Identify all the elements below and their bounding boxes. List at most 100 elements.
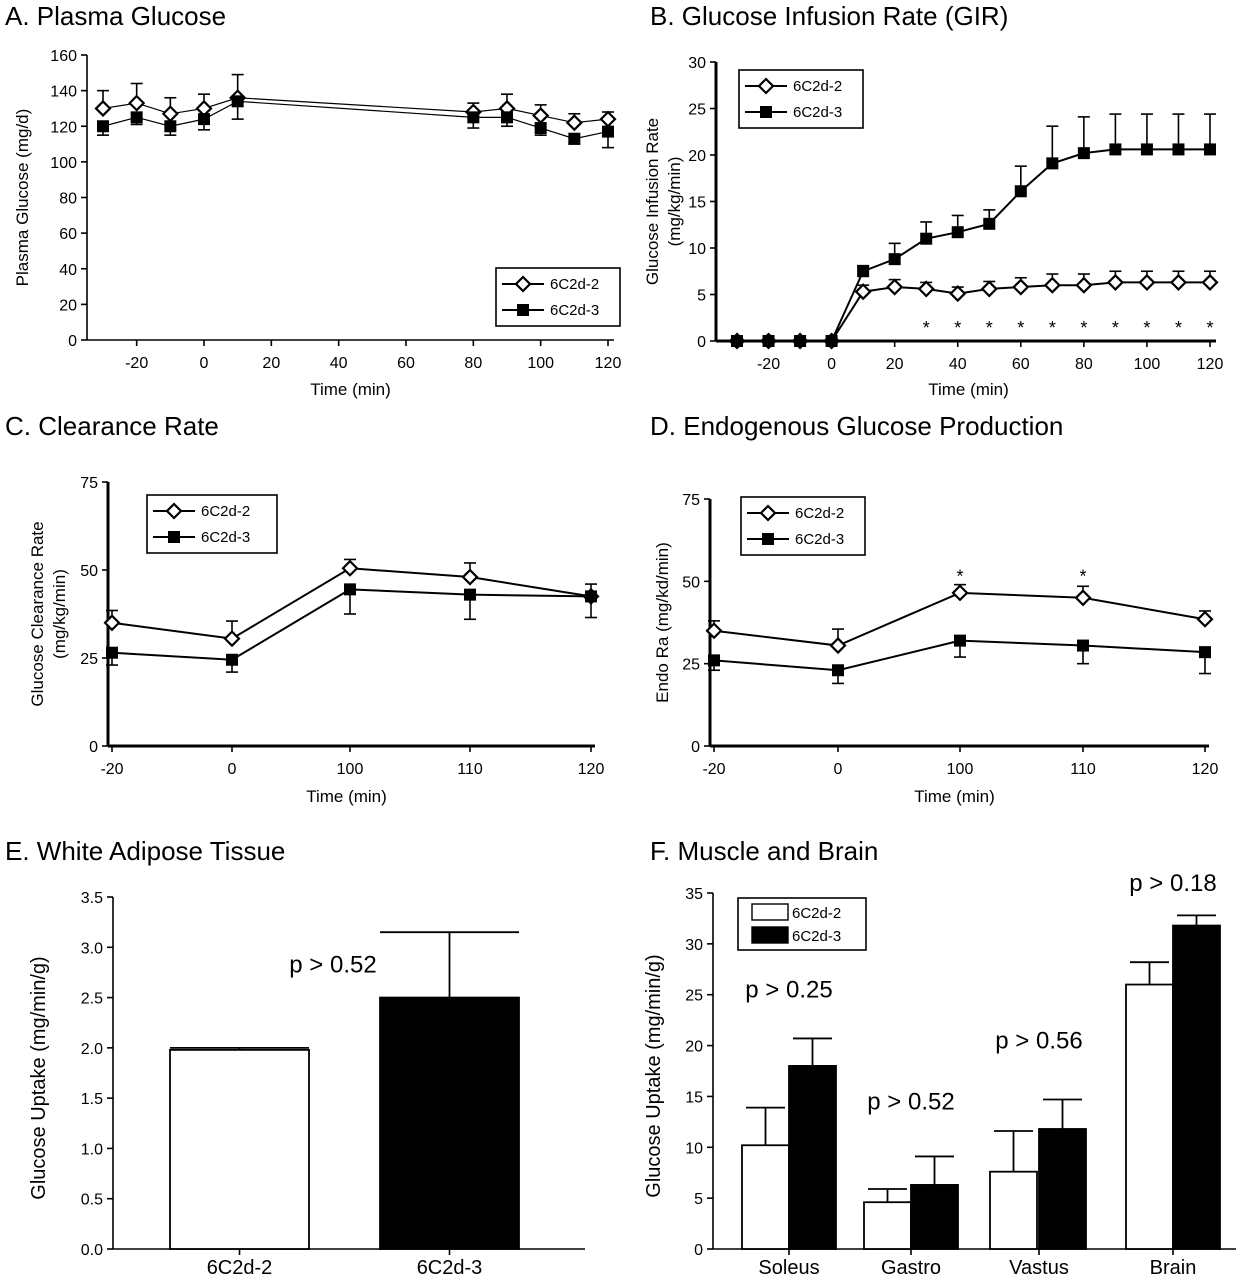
bar xyxy=(1172,924,1221,1250)
x-tick-label: -20 xyxy=(100,761,123,778)
data-point xyxy=(705,622,723,640)
data-point xyxy=(461,568,479,586)
x-tick-label: 0 xyxy=(834,761,843,778)
error-bar xyxy=(868,1188,907,1203)
x-tick-label: 0 xyxy=(827,356,836,373)
data-point xyxy=(599,110,617,128)
bar xyxy=(1125,983,1174,1250)
x-tick-label: 110 xyxy=(1070,761,1096,778)
x-tick-label: 80 xyxy=(1075,356,1093,373)
legend-label: 6C2d-3 xyxy=(201,529,250,546)
data-point xyxy=(731,335,743,347)
y-tick-label: 15 xyxy=(685,1089,703,1106)
y-tick-label: 20 xyxy=(685,1039,703,1056)
series-line xyxy=(102,97,609,124)
y-tick-label: 0 xyxy=(697,334,706,351)
data-point xyxy=(565,114,583,132)
x-tick-label: -20 xyxy=(702,761,725,778)
y-tick-label: 3.0 xyxy=(81,940,103,957)
legend-box xyxy=(495,267,621,327)
data-point xyxy=(1077,147,1090,160)
x-tick-label: Vastus xyxy=(1009,1257,1069,1279)
x-tick-label: 60 xyxy=(397,355,415,372)
x-tick-label: 20 xyxy=(886,356,904,373)
significance-marker: * xyxy=(1049,318,1056,338)
data-point xyxy=(94,99,112,117)
x-tick-label: 20 xyxy=(262,355,280,372)
legend-item: 6C2d-3 xyxy=(747,531,844,548)
bar xyxy=(1038,1128,1087,1250)
data-point xyxy=(130,111,143,124)
y-tick-label: 25 xyxy=(682,657,700,674)
data-point xyxy=(762,335,775,347)
data-point xyxy=(1074,589,1092,607)
y-tick-label: 120 xyxy=(50,119,77,136)
series-2 xyxy=(97,95,614,149)
p-value-label: p > 0.18 xyxy=(1129,870,1216,897)
data-point xyxy=(1140,143,1153,156)
significance-marker: * xyxy=(923,318,930,338)
data-point xyxy=(532,107,550,125)
y-tick-label: 10 xyxy=(688,241,706,258)
y-axis-label: (mg/kg/min) xyxy=(665,157,684,247)
y-tick-label: 1.0 xyxy=(81,1141,103,1158)
legend: 6C2d-2 6C2d-3 xyxy=(495,267,621,327)
error-bar xyxy=(380,931,519,998)
panel-title: F. Muscle and Brain xyxy=(650,836,878,866)
series-line xyxy=(737,148,1210,342)
significance-marker: * xyxy=(1143,318,1150,338)
y-tick-label: 0.5 xyxy=(81,1192,103,1209)
data-point xyxy=(1204,143,1216,156)
legend-marker xyxy=(168,531,180,543)
x-tick-label: 0 xyxy=(200,355,209,372)
y-tick-label: 20 xyxy=(688,148,706,165)
p-value-label: p > 0.56 xyxy=(995,1027,1082,1054)
data-point xyxy=(501,111,513,124)
y-tick-label: 0 xyxy=(694,1242,703,1259)
error-bar xyxy=(1046,125,1059,164)
legend: 6C2d-2 6C2d-3 xyxy=(146,494,278,554)
y-tick-label: 15 xyxy=(688,195,706,212)
x-tick-label: 100 xyxy=(337,761,364,778)
bar xyxy=(169,1048,310,1250)
data-point xyxy=(983,217,996,230)
data-point xyxy=(954,634,966,647)
data-point xyxy=(97,120,109,133)
y-tick-label: 0.0 xyxy=(81,1242,103,1259)
significance-marker: * xyxy=(956,567,963,587)
legend-item: 6C2d-2 xyxy=(153,502,250,520)
error-bar xyxy=(1077,116,1090,154)
x-axis-label: Time (min) xyxy=(928,380,1009,399)
data-point xyxy=(951,226,964,239)
x-axis-label: Time (min) xyxy=(306,787,387,806)
y-tick-label: 50 xyxy=(682,574,700,591)
x-tick-label: 100 xyxy=(1134,356,1161,373)
y-tick-label: 30 xyxy=(688,55,706,72)
y-tick-label: 20 xyxy=(59,297,77,314)
y-tick-label: 25 xyxy=(688,102,706,119)
bar xyxy=(379,996,520,1250)
data-point xyxy=(917,280,935,298)
data-point xyxy=(920,232,933,245)
series-line xyxy=(111,588,592,661)
data-point xyxy=(223,630,241,648)
data-point xyxy=(231,95,244,108)
panel-d: D. Endogenous Glucose Production 0 25 50 75 -… xyxy=(650,411,1218,806)
y-tick-label: 10 xyxy=(685,1140,703,1157)
data-point xyxy=(464,588,476,601)
data-point xyxy=(980,280,998,298)
x-axis-label: Time (min) xyxy=(310,380,391,399)
series-2 xyxy=(708,634,1211,685)
data-point xyxy=(344,583,356,596)
data-point xyxy=(888,253,901,266)
bar xyxy=(910,1184,959,1250)
y-tick-label: 0 xyxy=(68,333,77,350)
panel-title: E. White Adipose Tissue xyxy=(5,836,285,866)
y-axis-label: Glucose Infusion Rate xyxy=(643,118,662,285)
significance-marker: * xyxy=(1206,318,1213,338)
legend-item: 6C2d-3 xyxy=(153,529,250,546)
x-tick-label: 120 xyxy=(578,761,605,778)
series-2 xyxy=(106,583,597,673)
y-tick-label: 75 xyxy=(682,492,700,509)
